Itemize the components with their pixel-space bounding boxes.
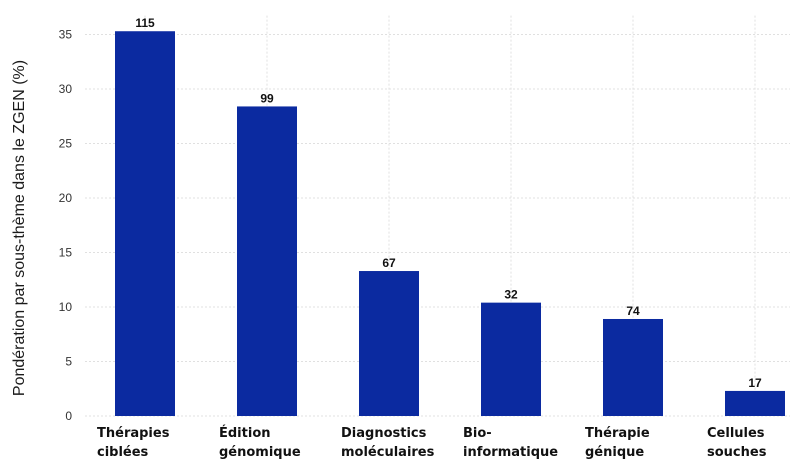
y-axis-label: Pondération par sous-thème dans le ZGEN … [11, 60, 28, 396]
y-tick-label: 10 [59, 300, 73, 314]
x-tick-label: Diagnostics moléculaires [341, 426, 435, 460]
bar [359, 271, 419, 416]
x-tick-label: Thérapies ciblées [97, 426, 170, 460]
bar [115, 31, 175, 416]
y-tick-label: 35 [59, 28, 73, 42]
x-tick-label: Bio-informatique [463, 426, 558, 460]
data-label: 17 [748, 376, 762, 390]
y-tick-label: 15 [59, 246, 73, 260]
y-tick-label: 20 [59, 191, 73, 205]
data-label: 32 [504, 288, 518, 302]
bar [603, 318, 663, 416]
x-tick-label: Cellules souches [707, 426, 767, 460]
y-tick-label: 0 [65, 409, 72, 423]
data-label: 67 [382, 256, 396, 270]
y-tick-label: 30 [59, 82, 73, 96]
y-tick-label: 25 [59, 137, 73, 151]
data-label: 99 [260, 91, 274, 105]
x-tick-label: Édition génomique [219, 425, 301, 460]
data-label: 115 [135, 16, 155, 30]
x-tick-label: Thérapie génique [585, 426, 650, 460]
y-tick-label: 5 [65, 355, 72, 369]
bar [725, 390, 785, 416]
bar [237, 106, 297, 416]
data-label: 74 [626, 304, 640, 318]
bar [481, 302, 541, 416]
bars-layer: 115 Thérapies ciblées 99 Édition génomique 67 D… [97, 16, 785, 460]
